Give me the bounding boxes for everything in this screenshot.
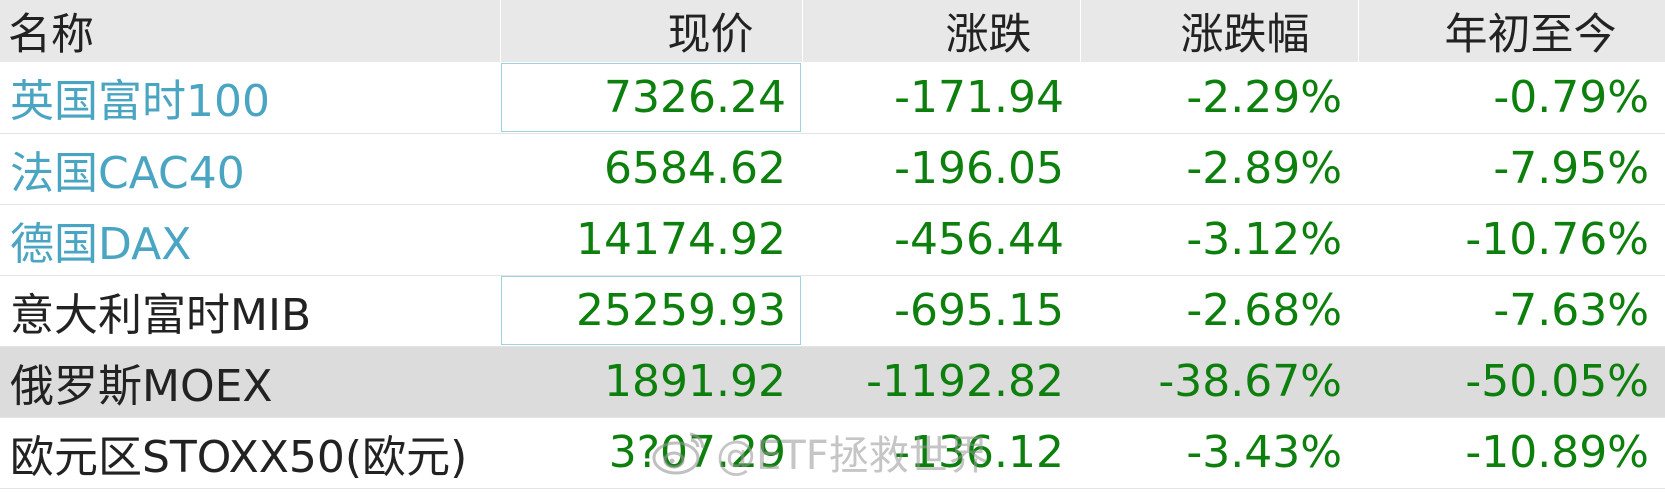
price-cell[interactable]: 7326.24 <box>500 62 802 133</box>
index-name[interactable]: 俄罗斯MOEX <box>10 360 273 412</box>
change-cell: -1192.82 <box>866 356 1064 407</box>
ytd-cell: -10.76% <box>1465 214 1649 265</box>
index-name-link[interactable]: 法国CAC40 <box>10 147 245 199</box>
change-pct-cell: -2.89% <box>1186 143 1342 194</box>
header-row: 名称 现价 涨跌 涨跌幅 年初至今 <box>0 0 1665 62</box>
change-cell: -456.44 <box>894 214 1064 265</box>
price-cell[interactable]: 6584.62 <box>604 143 786 194</box>
ytd-cell: -10.89% <box>1465 427 1649 478</box>
column-header-change[interactable]: 涨跌 <box>802 0 1081 62</box>
column-header-price[interactable]: 现价 <box>500 0 803 62</box>
price-cell[interactable]: 14174.92 <box>576 214 786 265</box>
change-cell: -695.15 <box>894 285 1064 336</box>
table-row-highlighted[interactable]: 俄罗斯MOEX 1891.92 -1192.82 -38.67% -50.05% <box>0 346 1665 417</box>
change-pct-cell: -3.12% <box>1186 214 1342 265</box>
table-row[interactable]: 法国CAC40 6584.62 -196.05 -2.89% -7.95% <box>0 133 1665 204</box>
ytd-cell: -7.95% <box>1493 143 1649 194</box>
change-pct-cell: -3.43% <box>1186 427 1342 478</box>
price-cell[interactable]: 25259.93 <box>500 275 802 346</box>
change-cell: -171.94 <box>894 71 1064 123</box>
ytd-cell: -0.79% <box>1493 71 1649 123</box>
change-pct-cell: -38.67% <box>1158 356 1342 407</box>
price-cell[interactable]: 1891.92 <box>604 356 786 407</box>
column-header-change-pct[interactable]: 涨跌幅 <box>1080 0 1359 62</box>
change-pct-cell: -2.29% <box>1186 71 1342 123</box>
index-name[interactable]: 意大利富时MIB <box>10 289 312 341</box>
table-row[interactable]: 欧元区STOXX50(欧元) 3?07.29 -136.12 -3.43% -1… <box>0 417 1665 488</box>
change-cell: -136.12 <box>894 427 1064 478</box>
price-cell[interactable]: 3?07.29 <box>608 427 786 478</box>
table-row[interactable]: 意大利富时MIB 25259.93 -695.15 -2.68% -7.63% <box>0 275 1665 346</box>
column-header-name[interactable]: 名称 <box>0 0 501 62</box>
change-cell: -196.05 <box>894 143 1064 194</box>
column-header-ytd[interactable]: 年初至今 <box>1358 0 1665 62</box>
table-row[interactable]: 英国富时100 7326.24 -171.94 -2.29% -0.79% <box>0 62 1665 133</box>
index-name-link[interactable]: 英国富时100 <box>10 76 270 128</box>
table-row[interactable]: 德国DAX 14174.92 -456.44 -3.12% -10.76% <box>0 204 1665 275</box>
change-pct-cell: -2.68% <box>1186 285 1342 336</box>
ytd-cell: -50.05% <box>1465 356 1649 407</box>
index-name[interactable]: 欧元区STOXX50(欧元) <box>10 431 468 483</box>
index-name-link[interactable]: 德国DAX <box>10 218 192 270</box>
ytd-cell: -7.63% <box>1493 285 1649 336</box>
